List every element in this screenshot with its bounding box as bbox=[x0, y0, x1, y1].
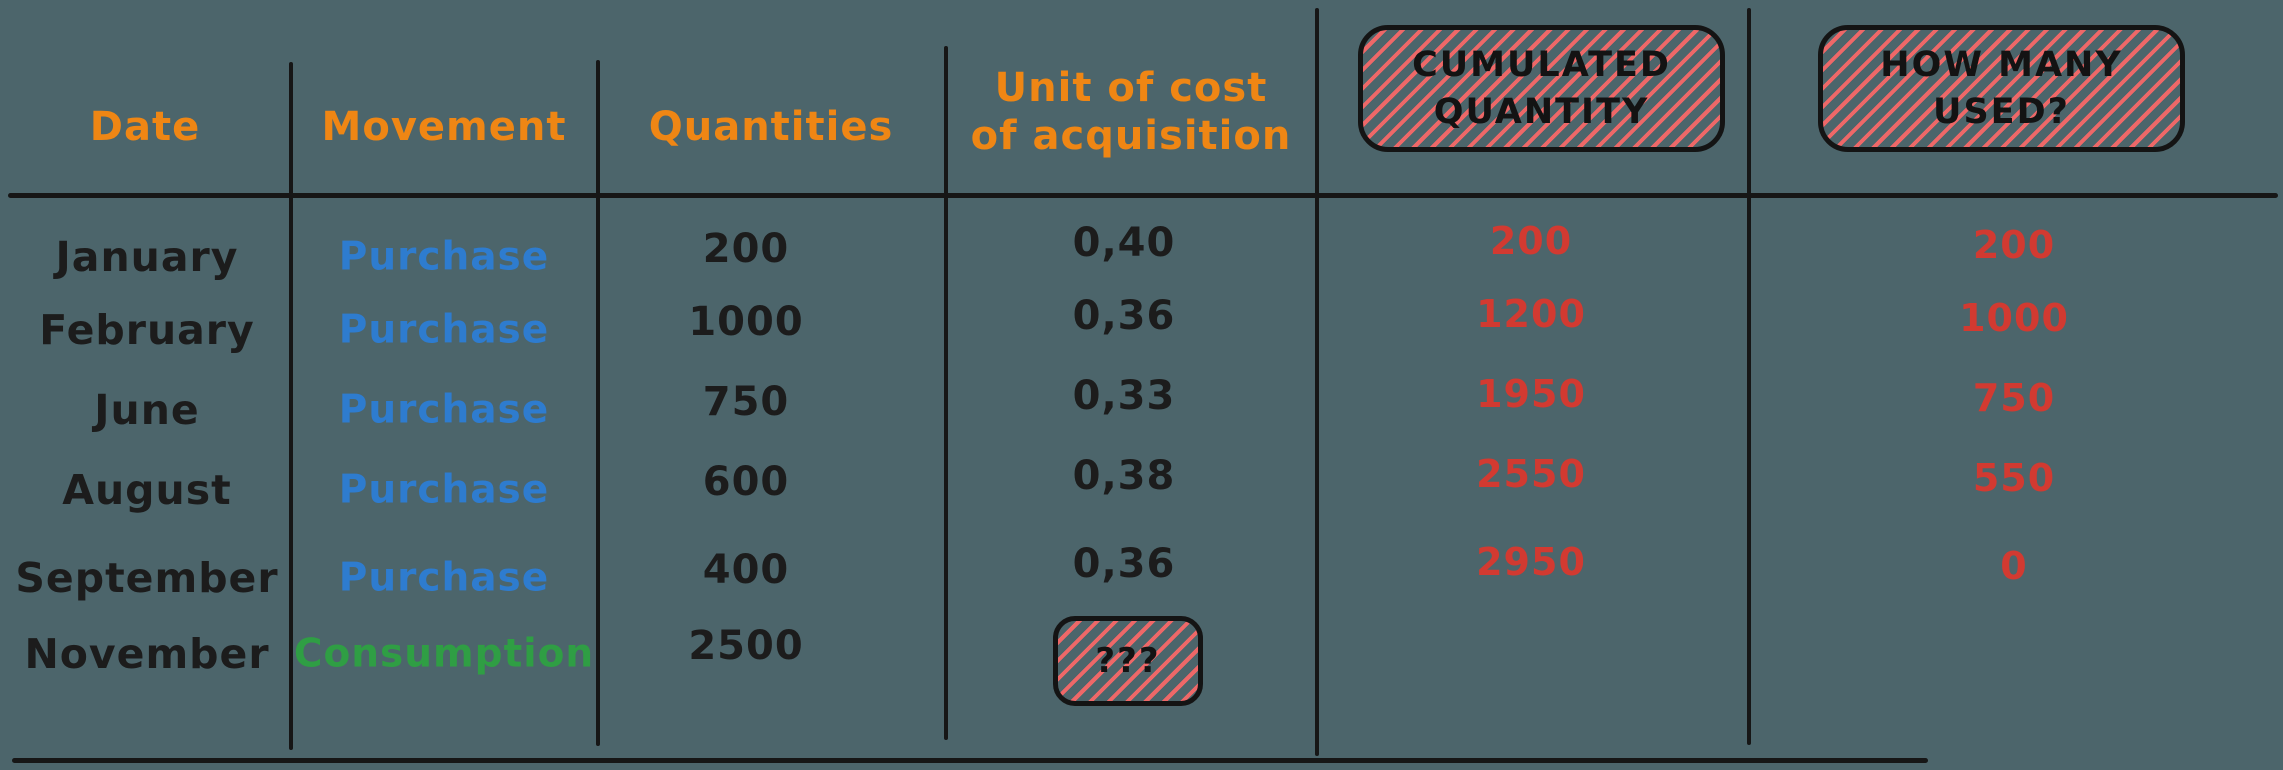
unit-cost-cell: 0,36 bbox=[1072, 293, 1176, 339]
column-divider-5 bbox=[1747, 8, 1751, 745]
unit-cost-header-line2: of acquisition bbox=[970, 113, 1292, 159]
how-many-used-cell: 0 bbox=[2000, 544, 2028, 588]
how-many-used-cell: 750 bbox=[1972, 376, 2056, 420]
column-header-quantities: Quantities bbox=[648, 104, 894, 150]
cumulated-header-line2: QUANTITY bbox=[1433, 91, 1650, 132]
how-many-used-header-line1: HOW MANY bbox=[1880, 44, 2123, 85]
column-divider-1 bbox=[289, 62, 293, 750]
date-cell: February bbox=[39, 306, 255, 354]
how-many-used-cell: 550 bbox=[1972, 456, 2056, 500]
unit-cost-cell: 0,38 bbox=[1072, 453, 1176, 499]
unit-cost-cell: 0,36 bbox=[1072, 541, 1176, 587]
cumulated-header-line1: CUMULATED bbox=[1412, 44, 1671, 85]
column-divider-2 bbox=[596, 60, 600, 746]
quantity-cell: 1000 bbox=[688, 299, 804, 345]
quantity-cell: 600 bbox=[702, 459, 790, 505]
cumulated-quantity-cell: 200 bbox=[1489, 219, 1573, 263]
column-header-unit-cost: Unit of cost of acquisition bbox=[971, 64, 1292, 160]
cumulated-quantity-cell: 1950 bbox=[1476, 372, 1586, 416]
unit-cost-cell: 0,40 bbox=[1072, 220, 1176, 266]
movement-cell: Purchase bbox=[338, 555, 550, 601]
quantity-cell: 750 bbox=[702, 379, 790, 425]
cumulated-quantity-cell: 1200 bbox=[1476, 292, 1586, 336]
column-header-date: Date bbox=[89, 104, 201, 150]
how-many-used-cell: 200 bbox=[1972, 223, 2056, 267]
cumulated-quantity-cell: 2550 bbox=[1476, 452, 1586, 496]
header-divider-line bbox=[8, 193, 2278, 198]
unknown-unit-cost-box: ??? bbox=[1053, 616, 1203, 706]
how-many-used-cell: 1000 bbox=[1959, 296, 2069, 340]
date-cell: September bbox=[15, 554, 279, 602]
movement-cell: Consumption bbox=[293, 631, 595, 677]
column-divider-4 bbox=[1315, 8, 1319, 756]
movement-cell: Purchase bbox=[338, 467, 550, 513]
movement-cell: Purchase bbox=[338, 387, 550, 433]
table-bottom-line bbox=[12, 758, 1928, 763]
movement-cell: Purchase bbox=[338, 307, 550, 353]
date-cell: November bbox=[24, 630, 270, 678]
column-header-how-many-used: HOW MANY USED? bbox=[1818, 25, 2185, 152]
movement-cell: Purchase bbox=[338, 234, 550, 280]
quantity-cell: 400 bbox=[702, 547, 790, 593]
date-cell: June bbox=[94, 386, 200, 434]
column-header-cumulated-quantity: CUMULATED QUANTITY bbox=[1358, 25, 1725, 152]
column-header-movement: Movement bbox=[321, 104, 567, 150]
unit-cost-cell: 0,33 bbox=[1072, 373, 1176, 419]
unit-cost-header-line1: Unit of cost bbox=[994, 65, 1268, 111]
date-cell: August bbox=[62, 466, 232, 514]
cumulated-quantity-cell: 2950 bbox=[1476, 540, 1586, 584]
column-divider-3 bbox=[944, 46, 948, 740]
quantity-cell: 2500 bbox=[688, 623, 804, 669]
date-cell: January bbox=[55, 233, 239, 281]
quantity-cell: 200 bbox=[702, 226, 790, 272]
how-many-used-header-line2: USED? bbox=[1933, 91, 2070, 132]
